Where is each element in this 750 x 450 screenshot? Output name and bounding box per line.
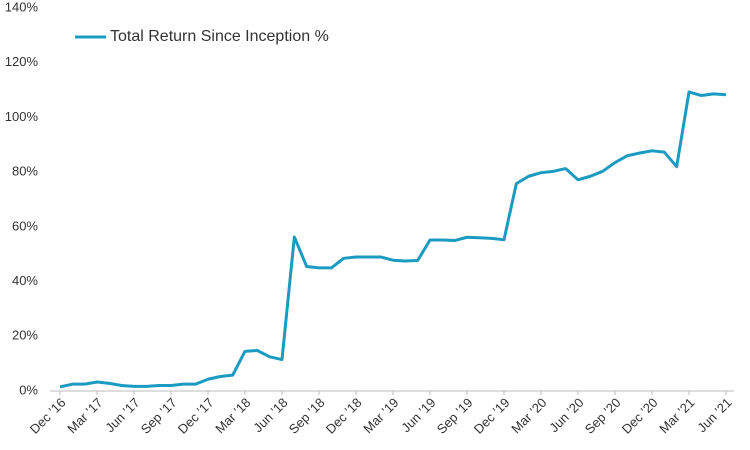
x-tick-label: Dec ’19	[471, 395, 513, 437]
x-tick-label: Jun ’21	[694, 395, 734, 435]
x-tick-label: Jun ’20	[546, 395, 586, 435]
y-tick-label: 40%	[12, 273, 38, 288]
y-tick-label: 80%	[12, 164, 38, 179]
y-tick-label: 120%	[5, 54, 39, 69]
x-tick-label: Sep ’17	[138, 395, 180, 437]
x-tick-label: Dec ’17	[175, 395, 217, 437]
x-tick-label: Dec ’20	[619, 395, 661, 437]
x-tick-label: Sep ’18	[286, 395, 328, 437]
y-tick-label: 100%	[5, 109, 39, 124]
x-tick-label: Mar ’20	[508, 395, 549, 436]
x-tick-label: Mar ’17	[64, 395, 105, 436]
x-tick-label: Jun ’17	[102, 395, 142, 435]
y-tick-label: 0%	[19, 382, 38, 397]
x-tick-label: Sep ’20	[582, 395, 624, 437]
x-tick-label: Jun ’18	[250, 395, 290, 435]
y-tick-label: 20%	[12, 328, 38, 343]
x-tick-label: Dec ’16	[27, 395, 69, 437]
y-tick-label: 140%	[5, 0, 39, 14]
x-tick-label: Sep ’19	[434, 395, 476, 437]
x-tick-label: Mar ’19	[360, 395, 401, 436]
x-tick-label: Mar ’21	[656, 395, 697, 436]
y-tick-label: 60%	[12, 218, 38, 233]
x-tick-label: Dec ’18	[323, 395, 365, 437]
x-tick-label: Jun ’19	[398, 395, 438, 435]
x-tick-label: Mar ’18	[212, 395, 253, 436]
legend-label: Total Return Since Inception %	[110, 28, 329, 45]
line	[59, 90, 727, 389]
